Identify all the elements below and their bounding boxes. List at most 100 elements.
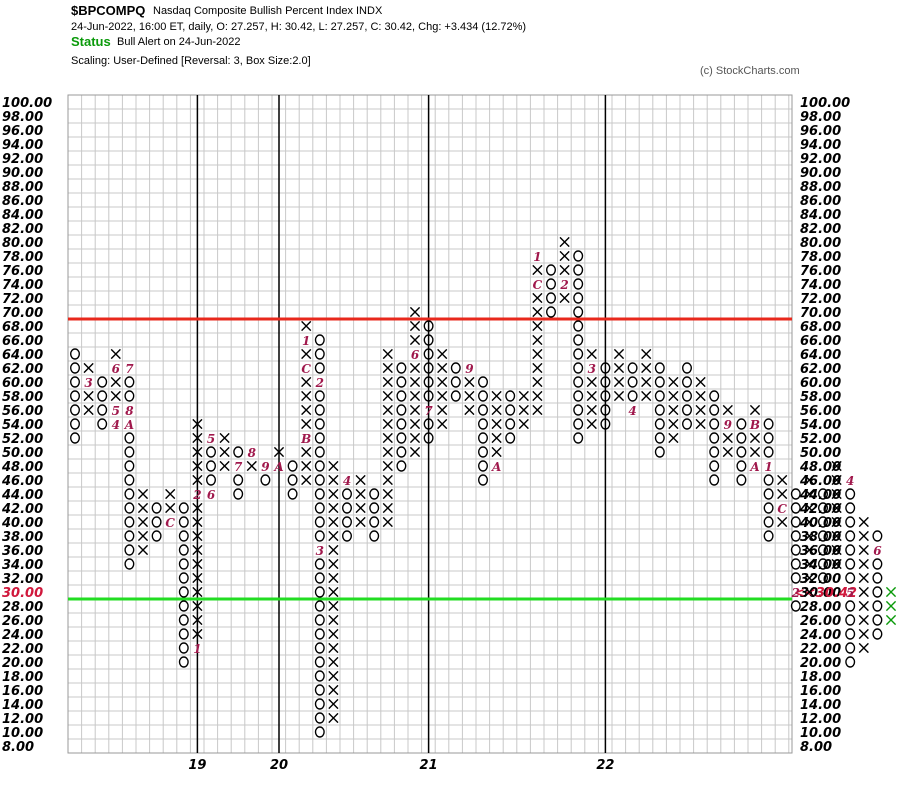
x-mark: [641, 362, 652, 374]
o-mark: [546, 264, 557, 276]
o-mark: [205, 446, 216, 458]
x-mark: [409, 362, 421, 374]
month-marker: 3: [316, 544, 324, 558]
month-marker: 1: [302, 334, 310, 348]
x-mark: [491, 446, 502, 458]
y-tick-label-left: 40.00: [1, 516, 43, 531]
o-mark: [178, 614, 189, 626]
o-mark: [396, 390, 407, 402]
x-mark: [409, 334, 421, 346]
x-mark: [831, 530, 842, 542]
o-mark: [818, 572, 829, 584]
month-marker: 7: [234, 460, 243, 474]
o-mark: [124, 474, 135, 486]
x-mark: [518, 418, 529, 430]
o-mark: [314, 432, 325, 444]
x-mark: [355, 516, 366, 528]
y-tick-label-left: 54.00: [2, 418, 43, 433]
o-mark: [396, 362, 407, 374]
o-mark: [314, 614, 325, 626]
y-tick-label-right: 42.00: [799, 502, 841, 517]
x-mark: [613, 376, 625, 388]
y-tick-label-right: 64.00: [800, 348, 841, 363]
x-mark: [328, 642, 339, 654]
y-tick-label-right: 68.00: [800, 320, 841, 335]
x-mark: [804, 516, 815, 528]
month-marker: C: [165, 516, 175, 530]
y-tick-label-left: 22.00: [2, 642, 43, 657]
y-tick-label-right: 70.00: [800, 306, 841, 321]
x-mark: [559, 292, 570, 304]
x-mark: [219, 432, 230, 444]
x-mark: [382, 474, 393, 486]
o-mark: [546, 278, 557, 290]
x-mark: [804, 586, 815, 598]
x-mark: [192, 544, 203, 556]
x-mark: [301, 348, 312, 360]
o-mark: [178, 586, 189, 598]
x-mark: [464, 404, 475, 416]
x-mark: [885, 586, 897, 598]
o-mark: [314, 586, 325, 598]
x-mark: [464, 376, 475, 388]
o-mark: [97, 390, 108, 402]
o-mark: [69, 348, 80, 360]
o-mark: [790, 530, 801, 542]
x-mark: [858, 642, 869, 654]
o-mark: [573, 390, 584, 402]
o-mark: [423, 334, 434, 346]
o-mark: [124, 376, 135, 388]
y-tick-label-right: 20.00: [800, 656, 841, 671]
o-mark: [573, 278, 584, 290]
o-mark: [573, 348, 584, 360]
x-mark: [328, 656, 339, 668]
y-tick-label-left: 100.00: [2, 96, 52, 111]
o-mark: [314, 390, 325, 402]
o-mark: [478, 404, 489, 416]
o-mark: [872, 530, 883, 542]
x-mark: [328, 600, 339, 612]
o-mark: [124, 544, 135, 556]
o-mark: [396, 418, 407, 430]
x-mark: [382, 348, 393, 360]
y-tick-label-left: 82.00: [2, 222, 43, 237]
month-marker: A: [124, 418, 134, 432]
o-mark: [573, 306, 584, 318]
o-mark: [845, 544, 856, 556]
o-mark: [314, 516, 325, 528]
y-tick-label-right: 8.00: [800, 740, 832, 755]
o-mark: [97, 418, 108, 430]
month-marker: 1: [533, 250, 541, 264]
x-mark: [885, 614, 897, 626]
o-mark: [872, 558, 883, 570]
y-tick-label-left: 36.00: [2, 544, 43, 559]
x-mark: [722, 432, 733, 444]
o-mark: [314, 474, 325, 486]
y-tick-label-left: 32.00: [2, 572, 43, 587]
o-mark: [178, 558, 189, 570]
x-mark: [328, 684, 339, 696]
o-mark: [818, 488, 829, 500]
o-mark: [423, 320, 434, 332]
x-mark: [613, 348, 625, 360]
month-marker: 4: [112, 418, 120, 432]
y-tick-label-right: 74.00: [800, 278, 841, 293]
o-mark: [342, 488, 353, 500]
y-tick-label-left: 98.00: [2, 110, 43, 125]
x-mark: [491, 390, 502, 402]
o-mark: [505, 432, 516, 444]
x-mark: [804, 474, 815, 486]
x-mark: [586, 376, 597, 388]
ticker-symbol[interactable]: $BPCOMPQ: [71, 3, 146, 18]
x-mark: [831, 502, 842, 514]
x-mark: [382, 446, 393, 458]
y-tick-label-left: 20.00: [2, 656, 43, 671]
o-mark: [342, 502, 353, 514]
x-year-label: 19: [188, 758, 206, 773]
x-mark: [586, 404, 597, 416]
y-tick-label-right: 40.00: [799, 516, 841, 531]
x-mark: [165, 488, 176, 500]
x-mark: [355, 488, 366, 500]
o-mark: [369, 530, 380, 542]
x-mark: [192, 558, 203, 570]
